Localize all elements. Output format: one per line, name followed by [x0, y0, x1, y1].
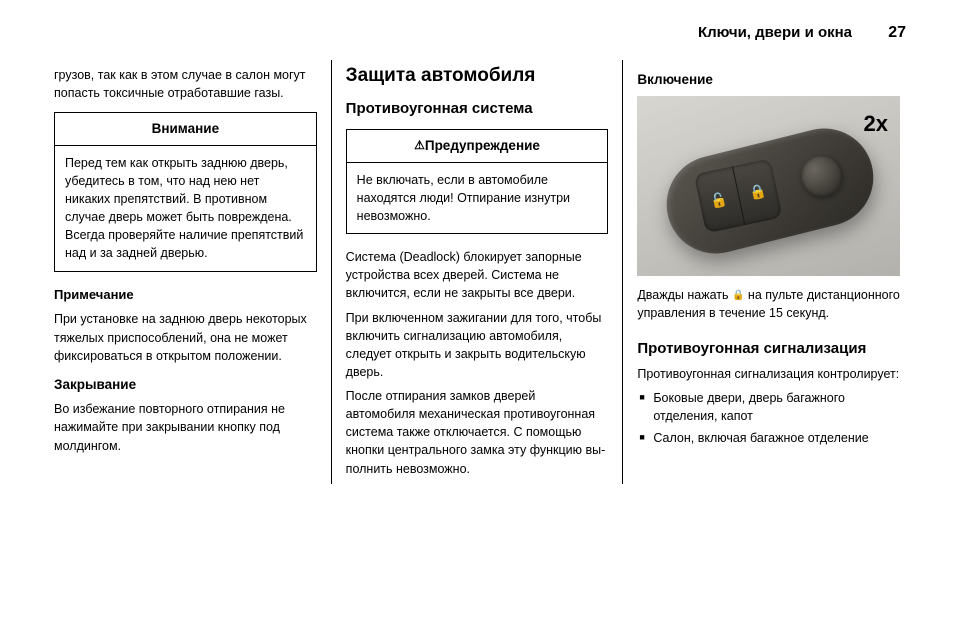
keyfob-release-button [797, 150, 848, 201]
manual-page: Ключи, двери и окна 27 грузов, так как в… [0, 0, 954, 504]
caption-pre: Дважды нажать [637, 288, 732, 302]
attention-title: Внимание [55, 113, 316, 146]
warning-title-text: Предупреждение [425, 138, 540, 153]
page-number: 27 [888, 24, 906, 41]
attention-body: Перед тем как открыть заднюю дверь, убед… [55, 146, 316, 271]
column-1: грузов, так как в этом случае в салон мо… [40, 60, 331, 484]
warning-icon: ⚠ [414, 138, 425, 152]
intro-paragraph: грузов, так как в этом случае в салон мо… [54, 66, 317, 102]
alarm-heading: Противоугонная сигнализация [637, 340, 900, 359]
chapter-title: Ключи, двери и окна [698, 24, 852, 41]
keyfob-image: 2x 🔓 🔒 [637, 96, 900, 276]
alarm-list: Боковые двери, дверь багажного отделения… [637, 389, 900, 447]
deadlock-paragraph: Система (Deadlock) блокирует за­порные у… [346, 248, 609, 302]
warning-body: Не включать, если в автомобиле находятся… [347, 163, 608, 233]
alarm-intro: Противоугонная сигнализация контролирует… [637, 365, 900, 383]
closing-body: Во избежание повторного отпира­ния не на… [54, 400, 317, 454]
lock-glyph-inline: 🔒 [732, 290, 744, 301]
page-header: Ключи, двери и окна 27 [40, 24, 914, 42]
column-2: Защита автомобиля Противоугонная система… [331, 60, 623, 484]
unlock-paragraph: После отпирания замков дверей автомобиля… [346, 387, 609, 478]
closing-heading: Закрывание [54, 375, 317, 395]
warning-title: ⚠Предупреждение [347, 130, 608, 163]
ignition-paragraph: При включенном зажигании для того, чтобы… [346, 309, 609, 382]
note-heading: Примечание [54, 286, 317, 305]
list-item: Боковые двери, дверь багажного отделения… [639, 389, 900, 425]
press-count-label: 2x [864, 108, 888, 140]
activation-heading: Включение [637, 70, 900, 90]
section-heading: Защита автомобиля [346, 62, 609, 90]
keyfob-caption: Дважды нажать 🔒 на пульте дис­танционног… [637, 286, 900, 322]
note-body: При установке на заднюю дверь некоторых … [54, 310, 317, 364]
list-item: Салон, включая багажное отде­ление [639, 429, 900, 447]
keyfob-body: 🔓 🔒 [657, 118, 884, 264]
attention-box: Внимание Перед тем как открыть заднюю дв… [54, 112, 317, 271]
keyfob-buttons: 🔓 🔒 [694, 158, 783, 233]
column-3: Включение 2x 🔓 🔒 Дважды нажать 🔒 на пуль… [622, 60, 914, 484]
subsection-heading: Противоугонная система [346, 98, 609, 120]
warning-box: ⚠Предупреждение Не включать, если в авто… [346, 129, 609, 234]
column-layout: грузов, так как в этом случае в салон мо… [40, 60, 914, 484]
